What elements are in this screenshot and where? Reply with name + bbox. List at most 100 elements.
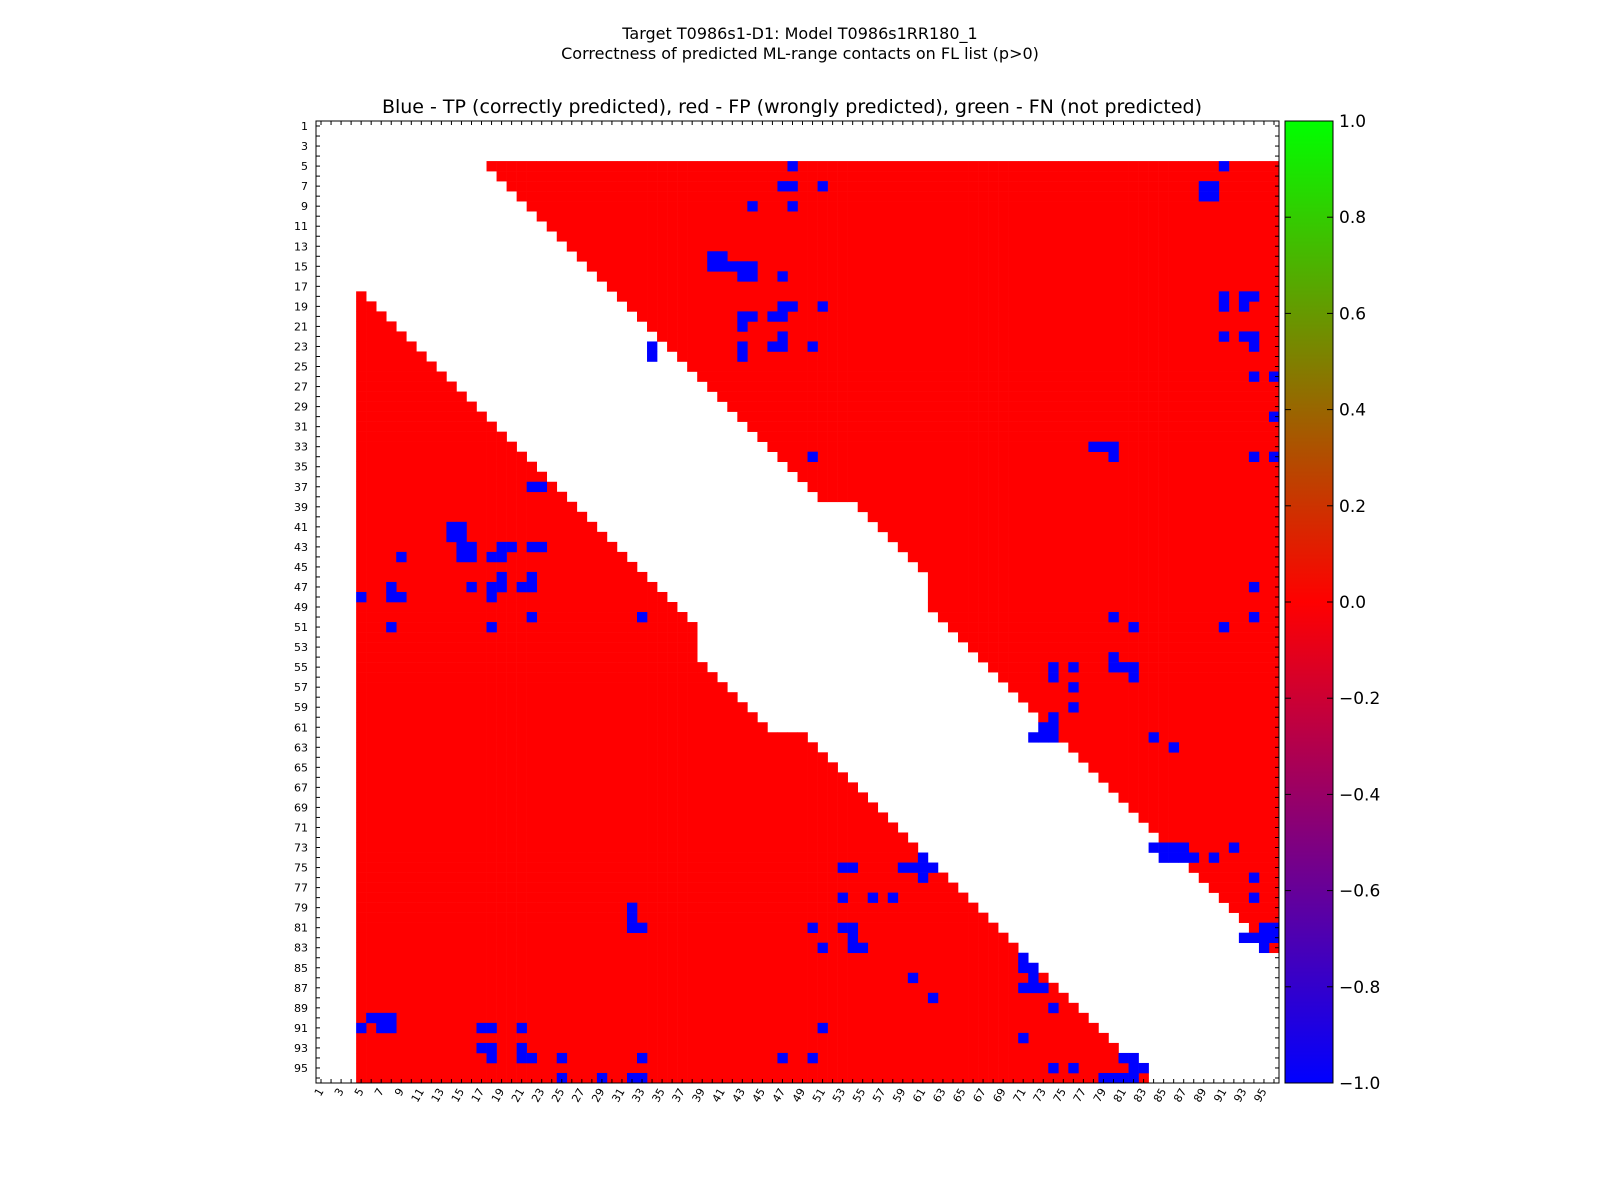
fp-cell [1048,531,1059,543]
fp-cell [406,662,417,673]
fp-cell [1118,702,1129,713]
fp-cell [556,892,568,903]
fp-cell [847,191,858,202]
fp-cell [536,551,548,563]
fp-cell [677,682,688,693]
fp-cell [1168,431,1179,442]
fp-cell [968,571,979,583]
fp-cell [416,612,427,623]
fp-cell [376,551,387,563]
fp-cell [626,581,638,593]
fp-cell [356,872,367,883]
fp-cell [1148,722,1159,733]
fp-cell [1058,501,1069,513]
fp-cell [1268,381,1280,392]
fp-cell [1208,752,1220,763]
fp-cell [486,912,497,923]
fp-cell [1078,571,1089,583]
fp-cell [897,391,909,402]
fp-cell [1148,171,1159,182]
fp-cell [1148,792,1159,803]
fp-cell [1238,371,1250,382]
fp-cell [727,351,738,362]
fp-cell [807,912,818,923]
fp-cell [677,161,688,172]
fp-cell [1078,632,1089,643]
fp-cell [757,321,768,332]
fp-cell [998,431,1009,442]
fp-cell [1208,541,1220,553]
fp-cell [807,812,818,823]
fp-cell [456,571,467,583]
fp-cell [606,201,618,212]
fp-cell [968,461,979,473]
fp-cell [1198,802,1210,813]
fp-cell [937,882,949,893]
fp-cell [827,471,838,483]
fp-cell [717,181,728,192]
fp-cell [386,351,397,362]
fp-cell [717,852,728,863]
fp-cell [947,391,959,402]
fp-cell [707,742,718,753]
fp-cell [988,241,999,252]
fp-cell [546,161,558,172]
fp-cell [968,531,979,543]
fp-cell [817,802,828,813]
fp-cell [496,792,507,803]
fp-cell [366,521,377,533]
fp-cell [737,892,748,903]
fp-cell [1048,451,1059,463]
fp-cell [687,652,698,663]
fp-cell [586,561,598,573]
fp-cell [426,521,437,533]
fp-cell [1238,782,1250,793]
fp-cell [1138,211,1149,222]
fp-cell [1178,612,1190,623]
fp-cell [1138,551,1149,563]
fp-cell [697,361,708,372]
fp-cell [1108,531,1119,543]
fp-cell [1088,551,1099,563]
fp-cell [406,802,417,813]
fp-cell [958,301,969,312]
fp-cell [1208,481,1220,493]
fp-cell [827,351,838,362]
fp-cell [1218,802,1230,813]
fp-cell [1148,541,1159,553]
fp-cell [396,561,407,573]
fp-cell [697,742,708,753]
fp-cell [998,471,1009,483]
fp-cell [887,451,899,463]
fp-cell [937,261,949,272]
fp-cell [366,852,377,863]
fp-cell [576,762,588,773]
fp-cell [556,501,568,513]
fp-cell [546,842,558,853]
fp-cell [1228,401,1240,412]
fp-cell [717,732,728,743]
fp-cell [1018,521,1029,533]
fp-cell [1158,201,1169,212]
fp-cell [988,441,999,452]
fp-cell [727,722,738,733]
fp-cell [606,692,618,703]
fp-cell [596,842,608,853]
fp-cell [1168,802,1179,813]
fp-cell [1058,581,1069,593]
fp-cell [847,241,858,252]
fp-cell [586,161,598,172]
fp-cell [647,852,658,863]
fp-cell [1268,822,1280,833]
fp-cell [536,632,548,643]
fp-cell [1068,642,1079,653]
fp-cell [1178,481,1190,493]
fp-cell [586,712,598,723]
fp-cell [988,271,999,282]
fp-cell [416,571,427,583]
fp-cell [426,421,437,432]
fp-cell [566,772,578,783]
fp-cell [376,471,387,483]
fp-cell [436,421,447,432]
fp-cell [1218,892,1230,903]
